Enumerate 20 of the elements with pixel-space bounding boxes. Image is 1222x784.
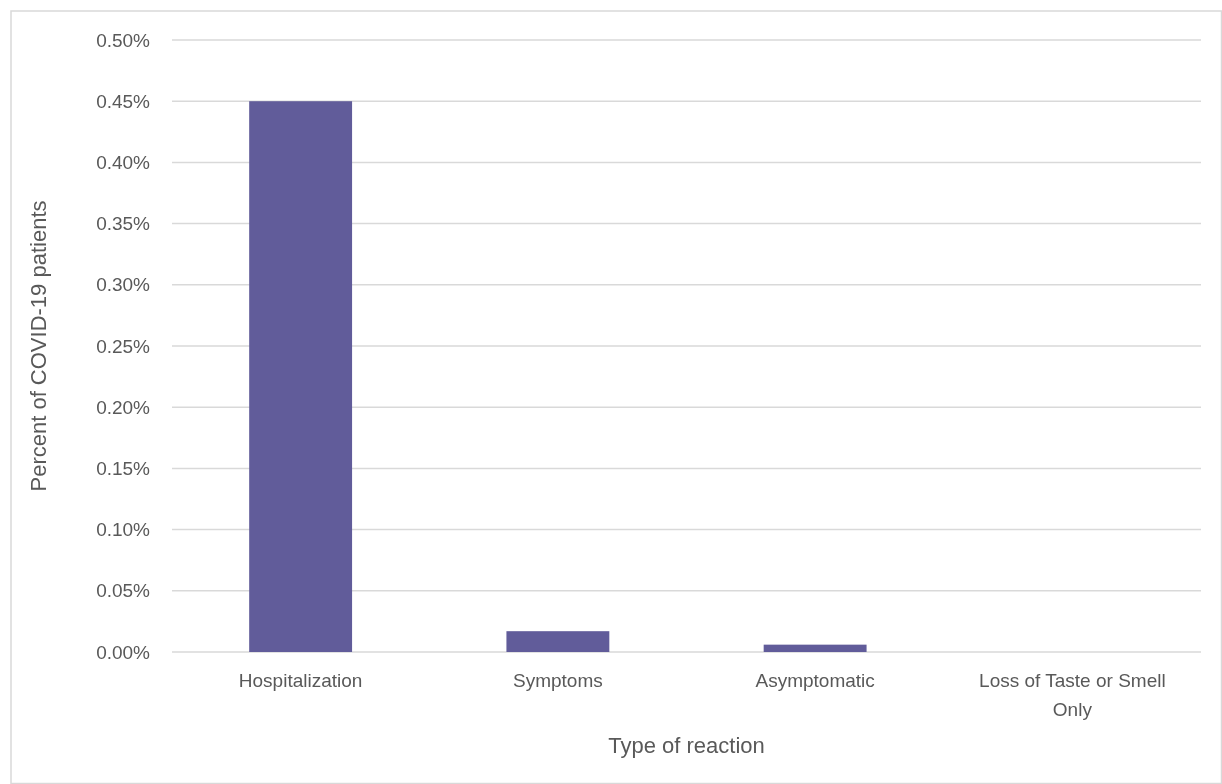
y-tick-label: 0.30% (96, 274, 151, 296)
x-axis-title: Type of reaction (608, 733, 765, 758)
bar (763, 644, 867, 652)
bar (506, 631, 610, 652)
y-tick-label: 0.20% (96, 396, 151, 418)
y-tick-label: 0.50% (96, 29, 151, 51)
bar (249, 101, 353, 652)
y-axis-title: Percent of COVID-19 patients (26, 200, 51, 492)
y-tick-label: 0.45% (96, 90, 151, 112)
y-tick-label: 0.00% (96, 641, 151, 663)
x-tick-label: Hospitalization (238, 670, 363, 691)
y-tick-label: 0.05% (96, 580, 151, 602)
x-tick-label: Symptoms (513, 670, 603, 691)
y-tick-label: 0.15% (96, 458, 151, 480)
y-tick-label: 0.40% (96, 152, 151, 174)
y-tick-label: 0.35% (96, 213, 151, 235)
y-tick-label: 0.25% (96, 335, 151, 357)
y-tick-label: 0.10% (96, 519, 151, 541)
x-tick-label: Asymptomatic (755, 670, 875, 691)
x-tick-label: Loss of Taste or Smell Only (979, 670, 1166, 720)
